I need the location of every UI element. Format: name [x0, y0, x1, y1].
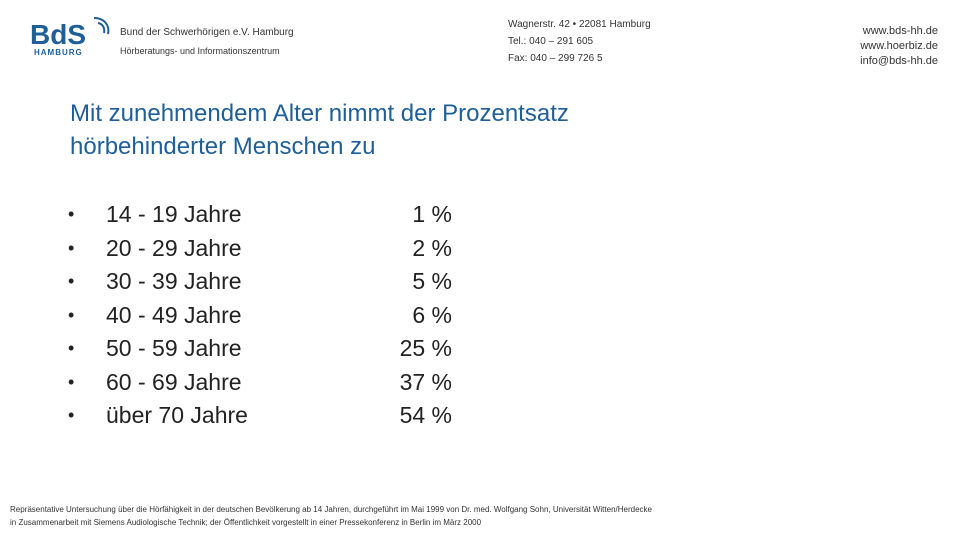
age-range: 50 - 59 Jahre — [106, 335, 242, 362]
address-fax: Fax: 040 – 299 726 5 — [508, 53, 603, 64]
bds-logo: BdS HAMBURG — [28, 12, 114, 58]
logo-subtext: HAMBURG — [34, 48, 83, 57]
bullet: • — [68, 371, 75, 392]
percentage: 37 % — [399, 368, 452, 395]
logo-arc-inner — [97, 22, 106, 34]
list-item: • über 70 Jahre 54 % — [66, 399, 452, 433]
source-footnote: Repräsentative Untersuchung über die Hör… — [10, 503, 850, 529]
list-item: • 30 - 39 Jahre 5 % — [66, 265, 452, 299]
list-item: • 60 - 69 Jahre 37 % — [66, 366, 452, 400]
email-link[interactable]: info@bds-hh.de — [860, 55, 938, 67]
logo-text: BdS — [30, 19, 86, 50]
address-block: Wagnerstr. 42 • 22081 Hamburg Tel.: 040 … — [508, 16, 651, 67]
list-item: • 20 - 29 Jahre 2 % — [66, 232, 452, 266]
age-range: 30 - 39 Jahre — [106, 268, 242, 295]
list-item: • 50 - 59 Jahre 25 % — [66, 332, 452, 366]
title-line-2: hörbehinderter Menschen zu — [70, 133, 376, 160]
bds-logo-graphic: BdS HAMBURG — [30, 17, 110, 57]
percentage: 2 % — [412, 234, 452, 261]
percentage: 54 % — [399, 402, 452, 429]
percentage: 25 % — [399, 335, 452, 362]
list-item: • 14 - 19 Jahre 1 % — [66, 198, 452, 232]
bullet: • — [68, 338, 75, 359]
footnote-line-2: in Zusammenarbeit mit Siemens Audiologis… — [10, 518, 482, 527]
bullet: • — [68, 237, 75, 258]
footnote-line-1: Repräsentative Untersuchung über die Hör… — [10, 505, 652, 514]
age-range: 40 - 49 Jahre — [106, 301, 242, 328]
address-street: Wagnerstr. 42 • 22081 Hamburg — [508, 19, 651, 30]
bullet: • — [68, 304, 75, 325]
title-line-1: Mit zunehmendem Alter nimmt der Prozents… — [70, 100, 569, 127]
list-item: • 40 - 49 Jahre 6 % — [66, 299, 452, 333]
bullet: • — [68, 204, 75, 225]
org-subtitle: Hörberatungs- und Informationszentrum — [120, 46, 280, 56]
percentage: 6 % — [412, 301, 452, 328]
age-range: 20 - 29 Jahre — [106, 234, 242, 261]
website-link-hoerbiz[interactable]: www.hoerbiz.de — [860, 40, 938, 52]
org-name: Bund der Schwerhörigen e.V. Hamburg — [120, 27, 294, 38]
address-phone: Tel.: 040 – 291 605 — [508, 36, 594, 47]
contact-links: www.bds-hh.de www.hoerbiz.de info@bds-hh… — [860, 24, 938, 69]
bullet: • — [68, 405, 75, 426]
website-link-bds[interactable]: www.bds-hh.de — [862, 25, 938, 37]
logo-arc — [93, 17, 110, 35]
age-range: 14 - 19 Jahre — [106, 201, 242, 228]
bullet: • — [68, 271, 75, 292]
percentage: 5 % — [412, 268, 452, 295]
age-range: über 70 Jahre — [106, 402, 248, 429]
organization-block: Bund der Schwerhörigen e.V. Hamburg Hörb… — [120, 27, 294, 56]
percentage: 1 % — [412, 201, 452, 228]
slide-title: Mit zunehmendem Alter nimmt der Prozents… — [70, 97, 770, 163]
age-range: 60 - 69 Jahre — [106, 368, 242, 395]
age-percentage-list: • 14 - 19 Jahre 1 % • 20 - 29 Jahre 2 % … — [66, 198, 452, 433]
